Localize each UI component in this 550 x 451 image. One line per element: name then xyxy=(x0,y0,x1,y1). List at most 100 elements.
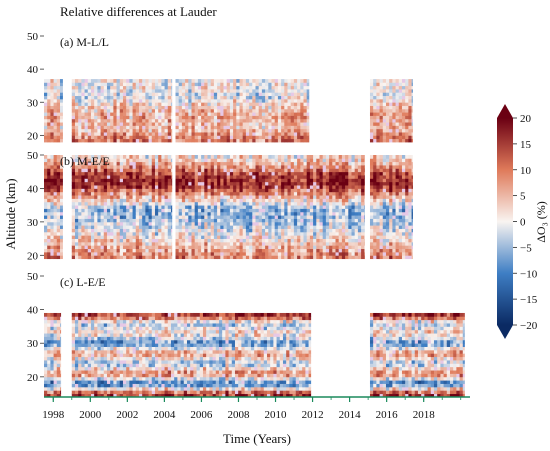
heatmap-cell xyxy=(116,168,121,173)
heatmap-cell xyxy=(87,158,92,163)
heatmap-cell xyxy=(290,115,295,120)
heatmap-cell xyxy=(274,191,279,196)
heatmap-cell xyxy=(181,181,186,186)
heatmap-cell xyxy=(329,235,333,239)
heatmap-cell xyxy=(364,188,365,193)
heatmap-cell xyxy=(167,158,172,163)
heatmap-cell xyxy=(401,82,406,87)
heatmap-cell xyxy=(138,241,143,246)
heatmap-cell xyxy=(185,208,189,213)
heatmap-cell xyxy=(204,185,208,189)
heatmap-cell xyxy=(74,221,79,226)
heatmap-cell xyxy=(271,175,276,179)
heatmap-cell xyxy=(236,231,240,236)
heatmap-cell xyxy=(297,231,301,236)
heatmap-cell xyxy=(351,225,356,229)
heatmap-cell xyxy=(129,231,133,236)
heatmap-cell xyxy=(210,158,215,163)
heatmap-cell xyxy=(78,208,82,213)
heatmap-cell xyxy=(258,138,263,143)
heatmap-cell xyxy=(303,201,308,206)
heatmap-cell xyxy=(322,155,327,159)
heatmap-cell xyxy=(233,248,237,253)
heatmap-cell xyxy=(103,255,108,260)
heatmap-cell xyxy=(303,171,308,176)
heatmap-cell xyxy=(239,178,244,183)
heatmap-cell xyxy=(213,195,218,199)
heatmap-cell xyxy=(119,191,124,196)
heatmap-cell xyxy=(220,181,224,186)
heatmap-cell xyxy=(332,228,336,233)
heatmap-cell xyxy=(201,85,205,90)
heatmap-cell xyxy=(116,198,121,203)
heatmap-cell xyxy=(78,235,82,239)
heatmap-cell xyxy=(284,125,288,130)
heatmap-cell xyxy=(71,245,76,250)
heatmap-cell xyxy=(284,235,288,239)
heatmap-cell xyxy=(119,105,124,110)
heatmap-cell xyxy=(94,118,98,123)
heatmap-cell xyxy=(242,238,247,243)
heatmap-cell xyxy=(204,218,208,223)
heatmap-cell xyxy=(249,102,253,106)
heatmap-cell xyxy=(197,102,202,106)
heatmap-cell xyxy=(181,195,186,199)
heatmap-cell xyxy=(126,79,130,83)
heatmap-cell xyxy=(300,198,304,203)
heatmap-cell xyxy=(341,231,346,236)
heatmap-cell xyxy=(161,255,165,260)
heatmap-cell xyxy=(379,155,384,159)
heatmap-cell xyxy=(242,221,247,226)
heatmap-cell xyxy=(325,208,330,213)
heatmap-cell xyxy=(300,208,304,213)
heatmap-cell xyxy=(293,132,298,136)
heatmap-cell xyxy=(60,118,63,123)
heatmap-cell xyxy=(338,161,343,166)
heatmap-cell xyxy=(175,251,180,256)
heatmap-cell xyxy=(281,231,285,236)
heatmap-cell xyxy=(78,228,82,233)
heatmap-cell xyxy=(135,118,140,123)
heatmap-cell xyxy=(53,122,58,126)
heatmap-cell xyxy=(265,102,269,106)
heatmap-cell xyxy=(401,138,406,143)
heatmap-cell xyxy=(268,135,272,140)
heatmap-cell xyxy=(373,161,377,166)
heatmap-cell xyxy=(351,215,356,219)
heatmap-cell xyxy=(178,102,183,106)
heatmap-cell xyxy=(226,158,231,163)
heatmap-cell xyxy=(268,122,272,126)
heatmap-cell xyxy=(81,198,85,203)
heatmap-cell xyxy=(90,201,95,206)
heatmap-cell xyxy=(148,105,153,110)
heatmap-cell xyxy=(229,85,234,90)
heatmap-cell xyxy=(239,125,244,130)
heatmap-cell xyxy=(90,168,95,173)
heatmap-cell xyxy=(94,211,98,216)
heatmap-cell xyxy=(60,125,63,130)
heatmap-cell xyxy=(164,122,169,126)
heatmap-cell xyxy=(236,175,240,179)
heatmap-cell xyxy=(94,102,98,106)
heatmap-cell xyxy=(408,135,412,140)
heatmap-cell xyxy=(170,122,173,126)
heatmap-cell xyxy=(175,225,180,229)
heatmap-cell xyxy=(170,118,173,123)
heatmap-cell xyxy=(338,225,343,229)
heatmap-cell xyxy=(132,158,137,163)
heatmap-cell xyxy=(300,195,304,199)
heatmap-cell xyxy=(154,201,159,206)
heatmap-cell xyxy=(56,161,61,166)
heatmap-cell xyxy=(271,165,276,169)
heatmap-cell xyxy=(373,231,377,236)
heatmap-cell xyxy=(226,188,231,193)
heatmap-cell xyxy=(265,201,269,206)
heatmap-cell xyxy=(132,188,137,193)
heatmap-cell xyxy=(47,178,51,183)
heatmap-cell xyxy=(110,231,114,236)
heatmap-cell xyxy=(204,165,208,169)
heatmap-cell xyxy=(382,79,387,83)
heatmap-cell xyxy=(94,205,98,209)
heatmap-cell xyxy=(338,248,343,253)
heatmap-cell xyxy=(132,178,137,183)
